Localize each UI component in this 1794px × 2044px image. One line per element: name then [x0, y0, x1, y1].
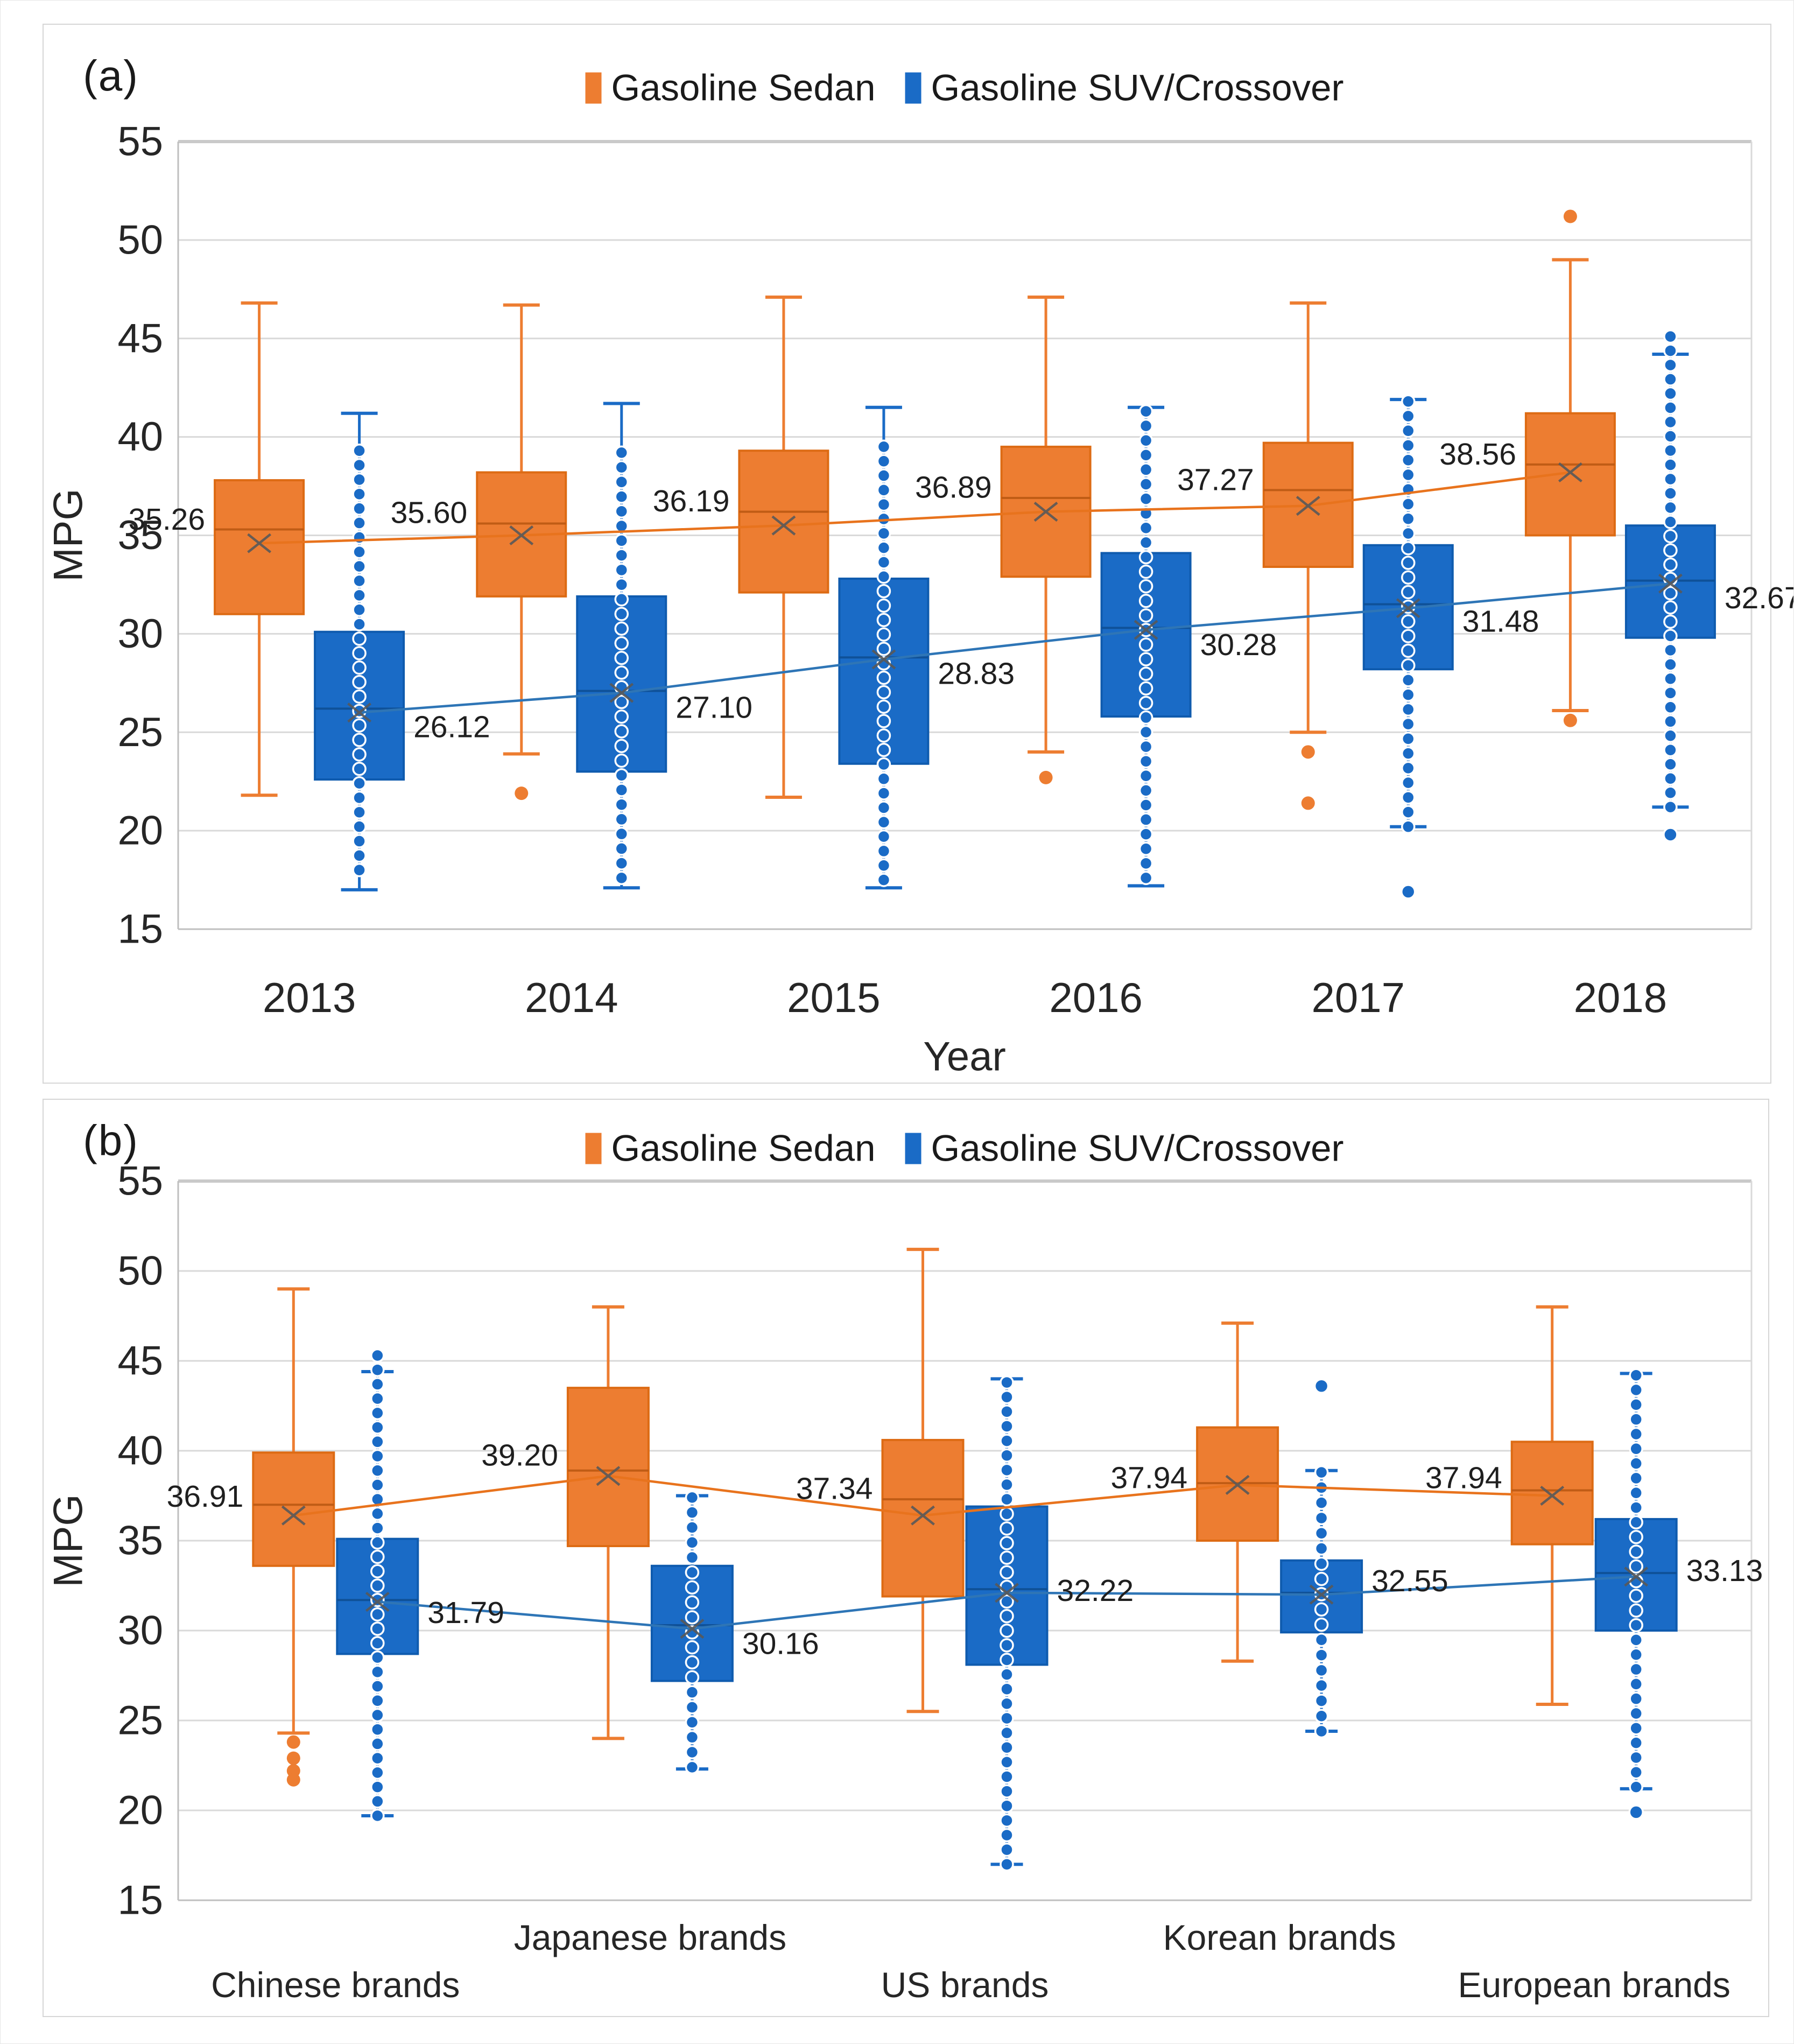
legend-label-suv: Gasoline SUV/Crossover — [931, 67, 1344, 109]
legend-label-sedan: Gasoline Sedan — [611, 67, 876, 109]
panel-b-letter: (b) — [83, 1116, 139, 1164]
legend-swatch-suv-icon — [905, 72, 921, 103]
legend-swatch-sedan-icon — [585, 1133, 602, 1164]
legend-label-sedan: Gasoline Sedan — [611, 1127, 876, 1169]
x-axis-title-a: Year — [923, 1034, 1006, 1080]
legend-a: Gasoline Sedan Gasoline SUV/Crossover — [585, 67, 1344, 109]
legend-b: Gasoline Sedan Gasoline SUV/Crossover — [585, 1127, 1344, 1170]
panel-a — [43, 24, 1771, 1084]
y-axis-title-b: MPG — [45, 1494, 92, 1588]
legend-swatch-sedan-icon — [585, 72, 602, 103]
y-axis-title-a: MPG — [45, 488, 92, 582]
legend-label-suv: Gasoline SUV/Crossover — [931, 1127, 1344, 1169]
panel-b — [43, 1099, 1769, 2017]
legend-swatch-suv-icon — [905, 1133, 921, 1164]
panel-a-letter: (a) — [83, 52, 139, 100]
